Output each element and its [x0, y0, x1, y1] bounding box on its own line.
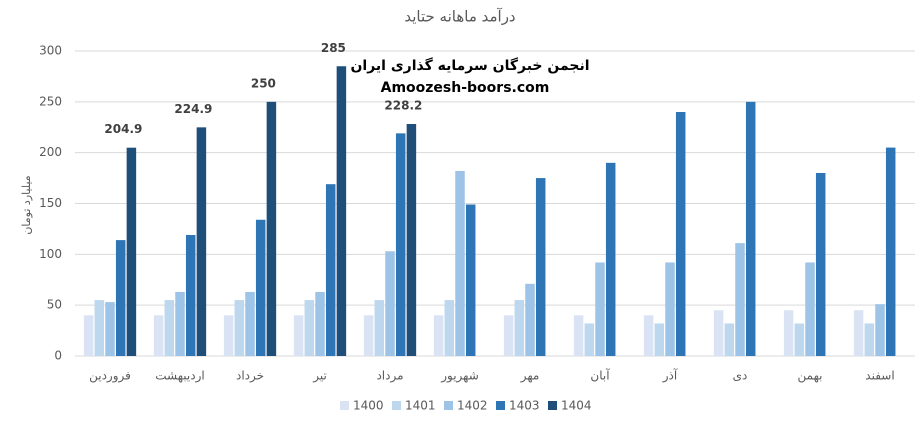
y-tick-label: 250: [39, 94, 62, 108]
watermark: Amoozesh-boors.com: [381, 80, 550, 96]
bar: [164, 300, 175, 356]
bar: [665, 262, 675, 356]
legend-swatch: [496, 401, 505, 410]
bar: [783, 310, 794, 356]
bar: [864, 323, 875, 356]
bar: [713, 310, 724, 356]
x-tick-label: اسفند: [865, 369, 894, 383]
legend-swatch: [548, 401, 557, 410]
data-label: 285: [321, 41, 346, 55]
bar: [853, 310, 864, 356]
bar: [336, 66, 347, 356]
bar: [433, 315, 444, 356]
legend-label: 1400: [353, 399, 384, 413]
bar: [573, 315, 584, 356]
y-tick-label: 150: [39, 196, 62, 210]
legend-label: 1401: [405, 399, 436, 413]
legend-swatch: [444, 401, 453, 410]
y-tick-label: 300: [39, 44, 62, 58]
bar: [815, 173, 826, 356]
bar: [654, 323, 665, 356]
x-tick-label: مرداد: [376, 369, 403, 384]
bar: [83, 315, 94, 356]
legend-label: 1403: [509, 399, 540, 413]
bar: [234, 300, 245, 356]
x-tick-label: شهریور: [440, 369, 479, 384]
bar: [535, 178, 546, 356]
bar: [406, 123, 417, 356]
bar: [325, 184, 336, 356]
bar: [675, 112, 686, 356]
data-label: 250: [251, 76, 276, 90]
x-tick-label: آذر: [662, 368, 678, 384]
bar: [455, 170, 465, 356]
legend-swatch: [340, 401, 349, 410]
bar: [94, 300, 105, 356]
y-axis-label: میلیارد تومان: [20, 175, 33, 234]
bar: [293, 315, 304, 356]
x-tick-label: آبان: [590, 368, 610, 383]
bar: [875, 304, 885, 356]
y-tick-label: 100: [39, 247, 62, 261]
bar: [595, 262, 605, 356]
y-tick-label: 50: [47, 298, 62, 312]
x-tick-label: فروردین: [89, 369, 131, 384]
bar: [444, 300, 455, 356]
bar: [223, 315, 234, 356]
bar: [735, 243, 745, 356]
bar: [374, 300, 385, 356]
bar: [245, 291, 255, 356]
bar: [885, 147, 896, 356]
bar: [153, 315, 164, 356]
bar: [255, 219, 266, 356]
bar: [115, 240, 126, 356]
bar: [126, 147, 137, 356]
x-tick-label: مهر: [520, 369, 540, 384]
bar: [185, 235, 196, 356]
legend-swatch: [392, 401, 401, 410]
legend-label: 1404: [561, 399, 592, 413]
bar: [605, 162, 616, 356]
data-label: 228.2: [384, 98, 422, 112]
watermark: انجمن خبرگان سرمایه گذاری ایران: [350, 57, 589, 74]
bar: [794, 323, 805, 356]
bar: [105, 302, 115, 356]
data-label: 224.9: [174, 102, 212, 116]
bar: [266, 101, 277, 356]
bar: [315, 291, 325, 356]
x-tick-label: دی: [733, 369, 748, 383]
bar: [385, 251, 395, 356]
chart-title: درآمد ماهانه حتاید: [404, 8, 515, 26]
x-tick-label: تیر: [312, 369, 327, 384]
bar: [363, 315, 374, 356]
bar: [514, 300, 525, 356]
bar: [465, 204, 476, 356]
data-label: 204.9: [104, 122, 142, 136]
bar: [643, 315, 654, 356]
y-tick-label: 200: [39, 145, 62, 159]
x-tick-label: خرداد: [236, 369, 264, 384]
bar: [503, 315, 514, 356]
bar: [175, 291, 185, 356]
x-tick-label: بهمن: [798, 369, 823, 384]
bar: [304, 300, 315, 356]
bar: [584, 323, 595, 356]
legend-label: 1402: [457, 399, 488, 413]
bar: [805, 262, 815, 356]
bar: [395, 133, 406, 356]
y-tick-label: 0: [54, 349, 62, 363]
bar: [525, 283, 535, 356]
bar: [724, 323, 735, 356]
bar: [196, 127, 207, 356]
x-tick-label: اردیبهشت: [155, 369, 204, 384]
bar: [745, 101, 756, 356]
